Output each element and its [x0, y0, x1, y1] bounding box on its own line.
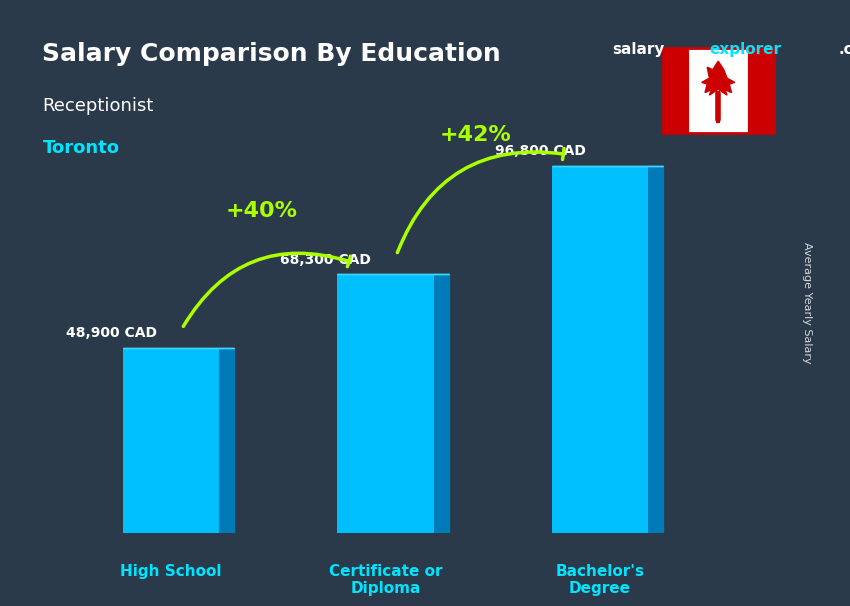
Text: +42%: +42%: [439, 125, 512, 145]
Bar: [690, 48, 746, 133]
Text: Certificate or
Diploma: Certificate or Diploma: [329, 564, 442, 596]
Bar: [746, 48, 774, 133]
Bar: [123, 348, 219, 533]
Text: +40%: +40%: [225, 201, 298, 221]
Text: Average Yearly Salary: Average Yearly Salary: [802, 242, 812, 364]
Text: 48,900 CAD: 48,900 CAD: [65, 326, 156, 340]
Polygon shape: [434, 274, 449, 533]
Polygon shape: [701, 61, 734, 93]
Text: 68,300 CAD: 68,300 CAD: [280, 253, 371, 267]
Text: explorer: explorer: [709, 42, 781, 58]
Bar: [337, 274, 434, 533]
Text: .com: .com: [838, 42, 850, 58]
Text: salary: salary: [612, 42, 665, 58]
Polygon shape: [707, 64, 729, 95]
Bar: [552, 166, 649, 533]
Text: Salary Comparison By Education: Salary Comparison By Education: [42, 42, 501, 67]
Text: Bachelor's
Degree: Bachelor's Degree: [556, 564, 644, 596]
Bar: [663, 48, 690, 133]
Text: Toronto: Toronto: [42, 139, 120, 158]
Text: 96,800 CAD: 96,800 CAD: [495, 144, 586, 158]
Polygon shape: [649, 166, 663, 533]
Polygon shape: [219, 348, 235, 533]
Text: High School: High School: [121, 564, 222, 579]
Text: Receptionist: Receptionist: [42, 97, 154, 115]
